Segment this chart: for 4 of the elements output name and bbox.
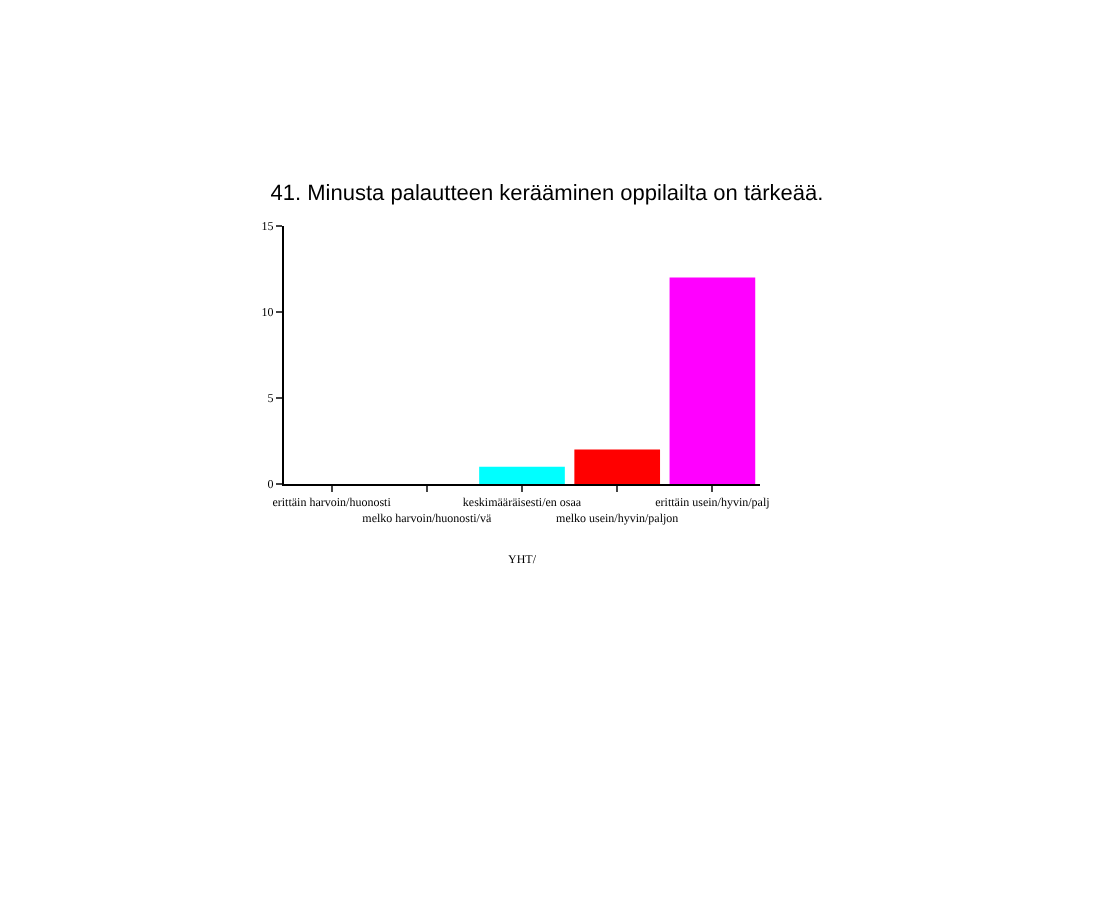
bar	[574, 449, 661, 484]
chart-title: 41. Minusta palautteen kerääminen oppilailta on tärkeää.	[270, 182, 824, 206]
bar	[479, 466, 565, 484]
bar	[669, 277, 756, 484]
